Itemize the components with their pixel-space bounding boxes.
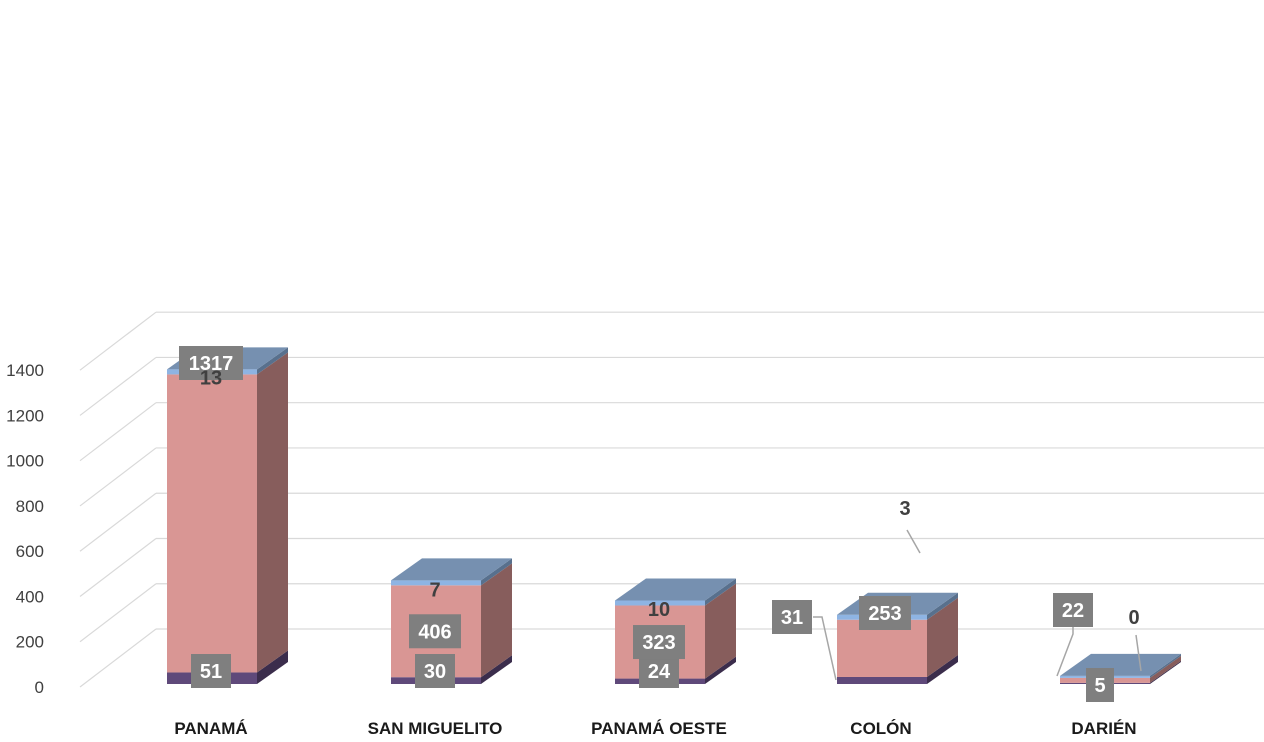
y-tick-label: 400 [16, 587, 44, 606]
bar-side-2-2 [705, 578, 736, 606]
label-s1-3: 31 [781, 607, 803, 629]
label-s2-2: 323 [642, 632, 675, 654]
gridline-diag-1200 [79, 356, 157, 416]
label-s1-4: 5 [1094, 675, 1105, 697]
label-s2-3-box [859, 596, 911, 630]
label-s3-1: 7 [429, 580, 440, 602]
y-tick-label: 200 [16, 633, 44, 652]
bar-side-3-0 [927, 654, 958, 684]
bar-side-1-1 [481, 563, 512, 678]
label-s1-0: 51 [200, 661, 222, 683]
label-s3-0: 13 [200, 367, 222, 389]
bar-side-2-1 [705, 583, 736, 679]
y-tick-label: 0 [35, 678, 44, 697]
bar-front-3-0 [837, 676, 927, 684]
label-s2-1: 406 [418, 621, 451, 643]
gridline-diag-0 [79, 628, 157, 688]
label-s2-1-box [409, 614, 461, 649]
bar-front-0-1 [167, 374, 257, 673]
x-axis: PANAMÁ SAN MIGUELITO PANAMÁ OESTE COLÓN DARI… [174, 719, 1136, 738]
label-s1-0-box [191, 654, 231, 688]
label-s2-0: 1317 [189, 353, 234, 375]
x-tick-label: SAN MIGUELITO [368, 719, 503, 738]
bar-side-1-2 [481, 558, 512, 586]
gridlines [79, 311, 1264, 688]
bar-side-4-0 [1150, 660, 1181, 684]
gridline-diag-1000 [79, 402, 157, 462]
leader-s1-3 [813, 616, 837, 681]
y-tick-label: 1000 [6, 452, 44, 471]
bar-side-0-1 [257, 352, 288, 673]
label-s2-4-box [1053, 593, 1093, 627]
label-s1-1: 30 [424, 661, 446, 683]
bar-side-3-2 [927, 592, 958, 620]
gridline-diag-800 [79, 447, 157, 507]
bar-front-1-2 [391, 580, 481, 586]
label-s2-4: 22 [1062, 600, 1084, 622]
y-axis: 0 200 400 600 800 1000 1200 1400 [6, 361, 44, 697]
x-tick-label: COLÓN [850, 719, 911, 738]
x-tick-label: DARIÉN [1071, 719, 1136, 738]
x-tick-label: PANAMÁ OESTE [591, 719, 727, 738]
gridline-diag-600 [79, 492, 157, 552]
bar-front-2-2 [615, 600, 705, 606]
label-s2-0-box [179, 346, 243, 380]
label-s3-3: 3 [899, 498, 910, 520]
bar-side-4-1 [1150, 655, 1181, 683]
bar-side-2-0 [705, 656, 736, 684]
gridline-diag-1400 [79, 311, 157, 371]
bar-side-4-2 [1150, 653, 1181, 678]
y-tick-label: 1400 [6, 361, 44, 380]
leader-s3-3 [906, 529, 921, 554]
label-s3-4: 0 [1128, 607, 1139, 629]
gridline-diag-200 [79, 583, 157, 643]
bar-side-0-2 [257, 347, 288, 375]
label-s2-3: 253 [868, 603, 901, 625]
y-tick-label: 600 [16, 542, 44, 561]
x-tick-label: PANAMÁ [174, 719, 247, 738]
leader-s2-4 [1056, 627, 1074, 677]
leader-s3-4 [1135, 634, 1142, 672]
label-s1-2-box [639, 654, 679, 688]
label-s1-4-box [1086, 668, 1114, 702]
label-s2-2-box [633, 625, 685, 660]
bar-side-0-0 [257, 650, 288, 684]
bar-side-3-1 [927, 597, 958, 677]
bar-top-2 [615, 578, 736, 601]
y-tick-label: 1200 [6, 406, 44, 425]
label-s1-2: 24 [648, 661, 671, 683]
label-s3-2: 10 [648, 599, 670, 621]
bar-top-1 [391, 558, 512, 581]
label-s1-1-box [415, 654, 455, 688]
y-tick-label: 800 [16, 497, 44, 516]
gridline-diag-400 [79, 538, 157, 597]
bar-side-1-0 [481, 655, 512, 684]
label-s1-3-box [772, 600, 812, 634]
